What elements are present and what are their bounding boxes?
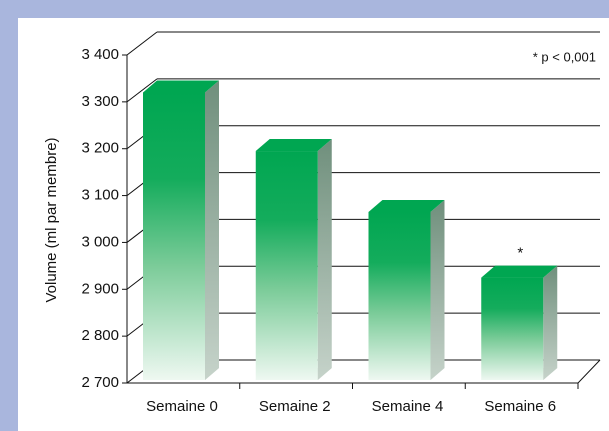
grid-line <box>126 31 158 56</box>
bar <box>481 277 544 380</box>
x-tick-label: Semaine 6 <box>484 398 556 415</box>
annotation: * p < 0,001 <box>533 49 596 64</box>
x-tick-label: Semaine 0 <box>146 398 218 415</box>
y-tick-label: 2 700 <box>81 374 119 391</box>
grid-line <box>126 78 158 103</box>
x-tick-label: Semaine 2 <box>259 398 331 415</box>
bar-top <box>481 265 558 278</box>
y-tick-label: 3 200 <box>81 140 119 157</box>
bar-side <box>430 199 445 380</box>
y-tick-label: 3 300 <box>81 93 119 110</box>
y-tick-label: 3 100 <box>81 187 119 204</box>
bar-side <box>205 80 219 380</box>
bar-top <box>143 80 219 93</box>
y-axis-title: Volume (ml par membre) <box>43 137 60 302</box>
y-tick-label: 3 000 <box>81 233 119 250</box>
bar-top <box>368 199 445 212</box>
bar-side <box>317 139 332 380</box>
y-tick-label: 2 900 <box>81 280 119 297</box>
bar <box>255 151 318 380</box>
bar <box>368 211 431 380</box>
bar-side <box>543 265 558 380</box>
x-axis <box>577 359 601 384</box>
bar <box>143 92 205 380</box>
bar-top <box>255 139 332 152</box>
x-tick-label: Semaine 4 <box>372 398 444 415</box>
y-tick-label: 3 400 <box>81 46 119 63</box>
y-tick-label: 2 800 <box>81 327 119 344</box>
bar-label: * <box>517 245 523 262</box>
